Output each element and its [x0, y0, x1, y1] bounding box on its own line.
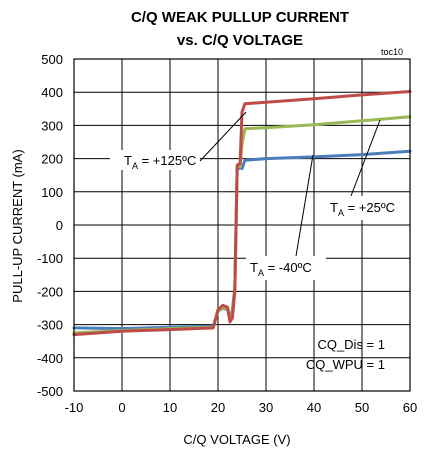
annotation-25-leader — [350, 119, 381, 197]
annotation-25: TA = +25ºC — [328, 119, 408, 220]
x-axis-label: C/Q VOLTAGE (V) — [183, 432, 290, 447]
annotation-25-text: TA = +25ºC — [330, 200, 395, 218]
y-tick-label: -400 — [37, 351, 63, 366]
y-axis-label: PULL-UP CURRENT (mA) — [10, 149, 25, 302]
series-line-2 — [72, 90, 412, 337]
annotation-40-bg — [246, 256, 326, 280]
tick-labels: -10 0 10 20 30 40 50 605004003002001000-100-200… — [37, 52, 417, 415]
y-tick-label: 0 — [56, 218, 63, 233]
y-tick-label: 300 — [41, 118, 63, 133]
x-tick-label: 50 — [355, 400, 369, 415]
annotation-125-leader — [199, 111, 247, 162]
x-tick-label: 20 — [211, 400, 225, 415]
y-tick-label: -100 — [37, 251, 63, 266]
y-tick-label: 400 — [41, 85, 63, 100]
annotation-40: TA = -40ºC — [246, 154, 326, 280]
x-tick-label: 10 — [163, 400, 177, 415]
x-tick-label: 40 — [307, 400, 321, 415]
x-tick-label: 0 — [118, 400, 125, 415]
chart-subtitle: vs. C/Q VOLTAGE — [177, 32, 303, 49]
annotation-40-text: TA = -40ºC — [250, 260, 312, 278]
x-tick-label: 30 — [259, 400, 273, 415]
x-tick-label: 60 — [403, 400, 417, 415]
annotation-125: TA = +125ºC — [110, 111, 247, 171]
chart-title: C/Q WEAK PULLUP CURRENT — [131, 9, 349, 26]
y-tick-label: 500 — [41, 52, 63, 67]
x-tick-label: -10 — [65, 400, 84, 415]
y-tick-label: 200 — [41, 152, 63, 167]
annotation-cq-wpu: CQ_WPU = 1 — [306, 357, 385, 372]
figure-id: toc10 — [381, 47, 403, 57]
y-tick-label: -500 — [37, 384, 63, 399]
y-tick-label: 100 — [41, 185, 63, 200]
annotation-cq-dis: CQ_Dis = 1 — [317, 337, 385, 352]
annotation-25-bg — [328, 196, 408, 220]
annotation-config: CQ_Dis = 1 CQ_WPU = 1 — [306, 337, 385, 372]
annotation-125-bg — [110, 150, 200, 170]
plot-frame — [73, 58, 411, 392]
series-line-0 — [72, 149, 412, 331]
annotation-125-text: TA = +125ºC — [124, 153, 196, 171]
grid — [74, 59, 410, 391]
y-tick-label: -200 — [37, 284, 63, 299]
series-group — [72, 90, 412, 337]
y-tick-label: -300 — [37, 318, 63, 333]
annotation-40-leader — [295, 154, 314, 257]
